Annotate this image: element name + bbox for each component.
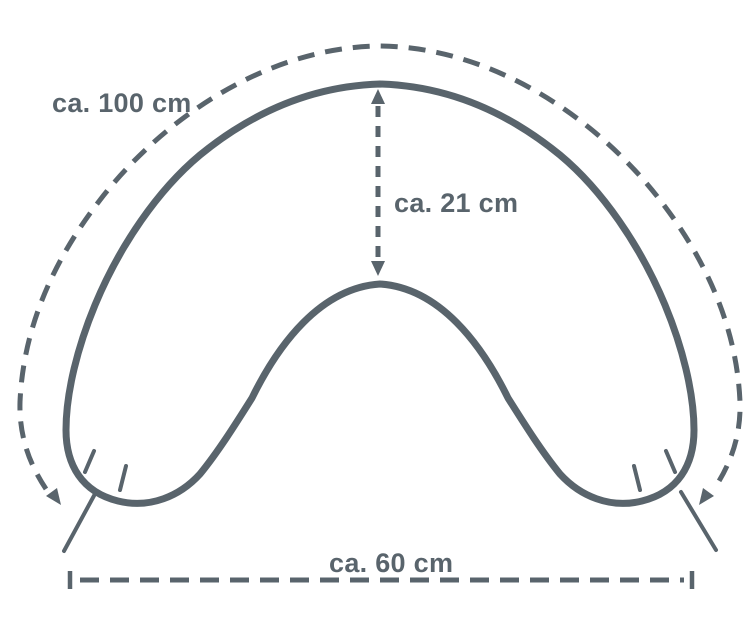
thickness-arrowhead-top <box>371 89 385 104</box>
leader-line-left <box>62 490 98 553</box>
seam-tick-left-inner <box>118 464 128 492</box>
outer-length-dashed-curve <box>17 43 743 491</box>
outer-length-arrowhead-left <box>46 488 61 505</box>
pillow-outline <box>62 80 698 507</box>
width-label: ca. 60 cm <box>329 548 453 578</box>
outer-length-label: ca. 100 cm <box>52 88 192 118</box>
thickness-label: ca. 21 cm <box>394 188 518 218</box>
outer-length-arrowhead-right <box>699 488 714 505</box>
seam-tick-right-inner <box>632 464 642 492</box>
thickness-arrowhead-bottom <box>371 261 385 276</box>
seam-tick-right-outer <box>664 449 677 474</box>
leader-line-right <box>679 490 718 552</box>
seam-tick-left-outer <box>83 449 96 474</box>
